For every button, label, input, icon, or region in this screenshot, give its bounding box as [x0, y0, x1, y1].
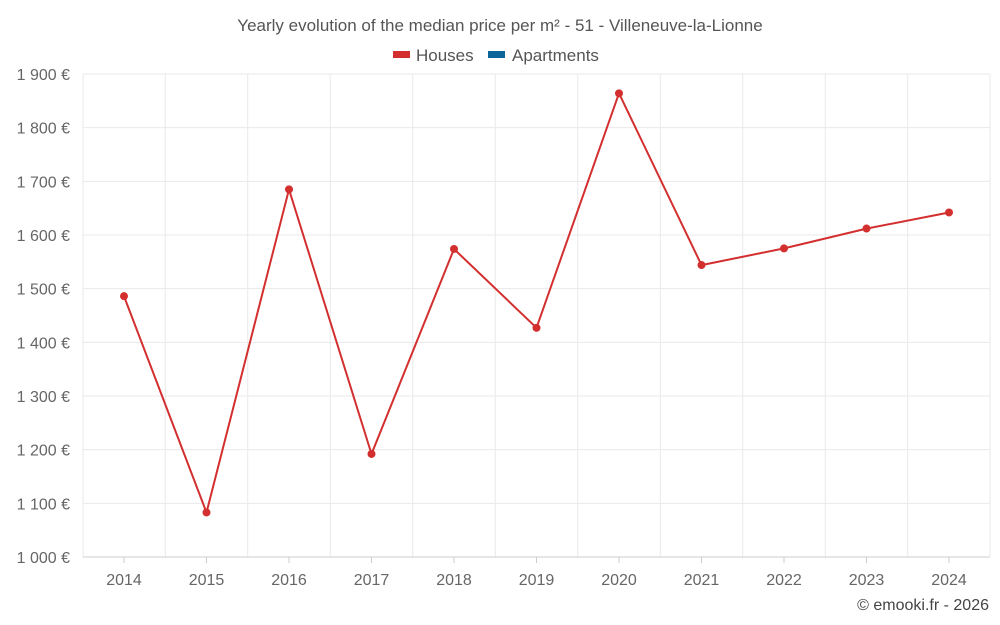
legend-label-apartments[interactable]: Apartments	[512, 46, 599, 65]
legend[interactable]: Houses Apartments	[393, 46, 599, 65]
data-point-houses[interactable]	[780, 244, 788, 253]
legend-swatch-houses[interactable]	[393, 51, 410, 58]
data-point-houses[interactable]	[697, 261, 706, 270]
x-tick-label: 2014	[106, 572, 142, 589]
data-point-houses[interactable]	[367, 449, 376, 458]
y-tick-label: 1 600 €	[17, 228, 70, 245]
y-tick-label: 1 000 €	[17, 550, 70, 567]
x-tick-label: 2019	[519, 572, 555, 589]
legend-swatch-apartments[interactable]	[488, 51, 505, 58]
chart-title: Yearly evolution of the median price per…	[237, 16, 762, 35]
x-tick-label: 2021	[684, 572, 720, 589]
data-point-houses[interactable]	[945, 208, 953, 217]
x-tick-label: 2022	[766, 572, 802, 589]
data-point-houses[interactable]	[532, 323, 541, 332]
data-point-houses[interactable]	[285, 185, 293, 194]
x-tick-label: 2015	[189, 572, 225, 589]
y-tick-label: 1 300 €	[17, 389, 70, 406]
y-tick-label: 1 900 €	[17, 67, 70, 84]
series-lines	[120, 89, 953, 517]
x-tick-label: 2023	[849, 572, 885, 589]
x-tick-label: 2016	[271, 572, 307, 589]
x-tick-label: 2018	[436, 572, 472, 589]
y-tick-label: 1 100 €	[17, 496, 70, 513]
data-point-houses[interactable]	[615, 89, 623, 98]
y-tick-label: 1 500 €	[17, 282, 70, 299]
data-point-houses[interactable]	[202, 508, 211, 517]
tick-labels: 1 000 € 1 100 € 1 200 € 1 300 € 1 400 € 1 500…	[17, 67, 967, 589]
x-tick-label: 2024	[931, 572, 967, 589]
data-point-houses[interactable]	[120, 292, 128, 301]
axes	[83, 556, 990, 563]
y-tick-label: 1 700 €	[17, 174, 70, 191]
y-tick-label: 1 400 €	[17, 335, 70, 352]
data-point-houses[interactable]	[450, 244, 458, 253]
data-point-houses[interactable]	[862, 224, 871, 233]
y-tick-label: 1 800 €	[17, 121, 70, 138]
legend-label-houses[interactable]: Houses	[416, 46, 474, 65]
y-tick-label: 1 200 €	[17, 443, 70, 460]
grid-lines	[82, 73, 991, 557]
x-tick-label: 2020	[601, 572, 637, 589]
credit-text: © emooki.fr - 2026	[857, 597, 989, 614]
x-tick-label: 2017	[354, 572, 390, 589]
